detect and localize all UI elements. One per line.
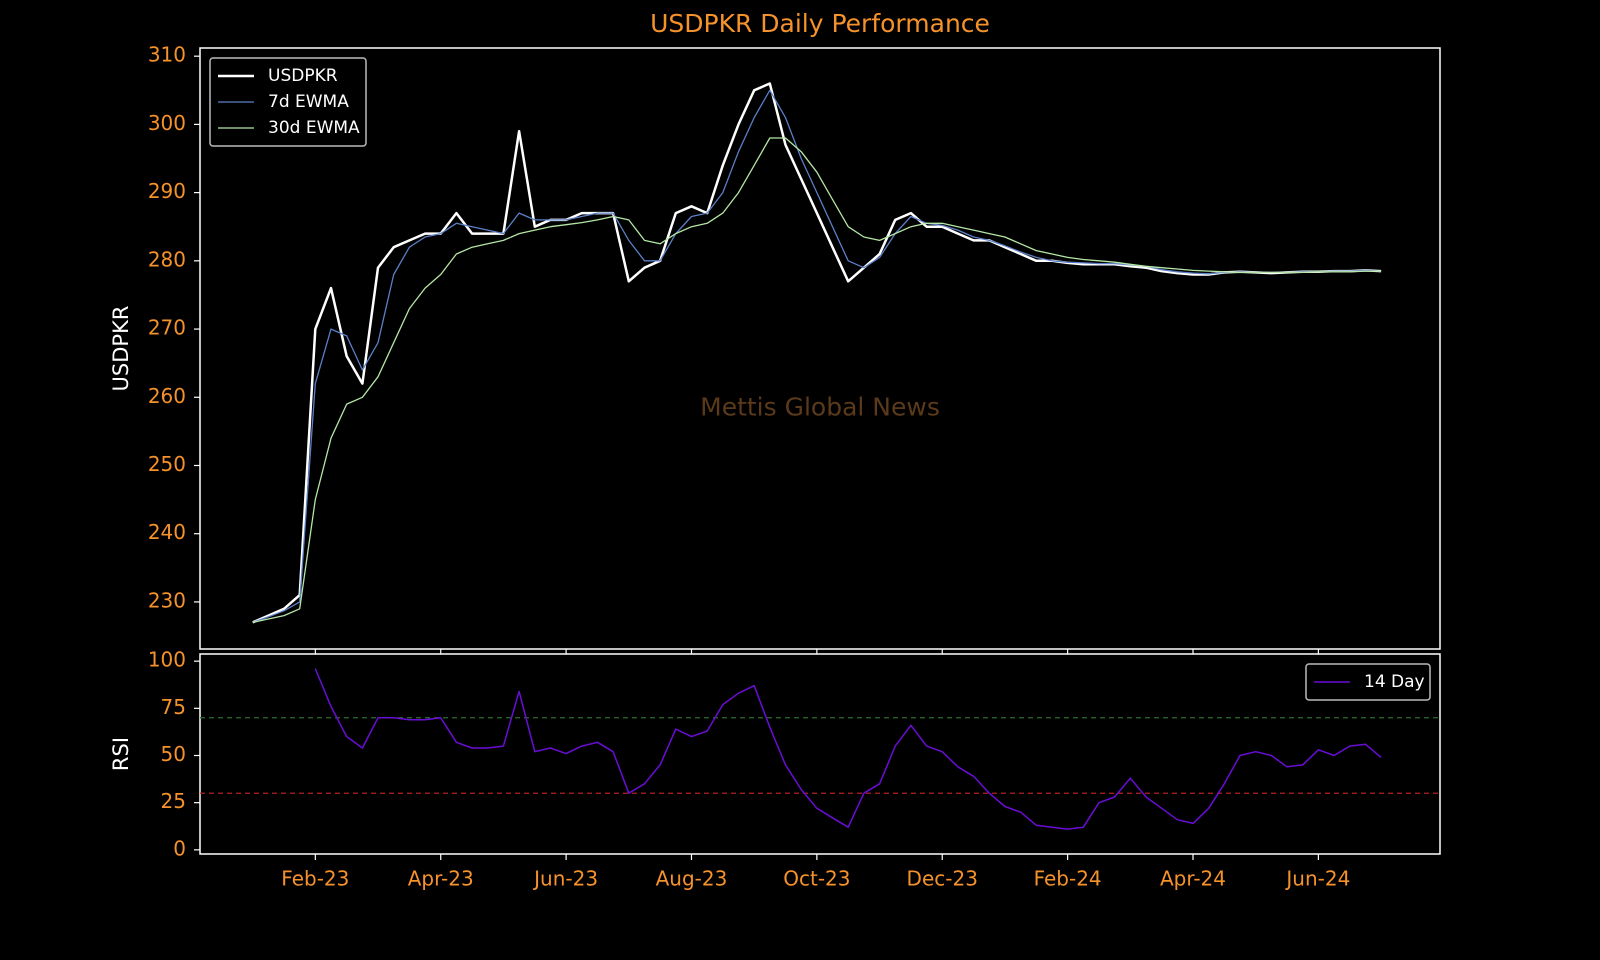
y-tick-label: 50 [161,742,186,766]
y-tick-label: 240 [148,520,186,544]
y-tick-label: 100 [148,648,186,672]
y-tick-label: 280 [148,247,186,271]
series-line [252,89,1382,624]
y-tick-label: 270 [148,316,186,340]
x-tick-label: Feb-23 [281,867,349,891]
chart-title: USDPKR Daily Performance [650,9,990,38]
y-axis-label: RSI [109,737,133,771]
y-tick-label: 290 [148,179,186,203]
x-tick-label: Aug-23 [656,867,728,891]
watermark: Mettis Global News [700,393,940,422]
legend-box [1305,663,1431,701]
x-tick-label: Dec-23 [907,867,978,891]
x-tick-label: Apr-24 [1160,867,1226,891]
legend-box [209,57,367,147]
legend-label: USDPKR [268,66,338,86]
x-tick-label: Feb-24 [1034,867,1102,891]
y-tick-label: 260 [148,384,186,408]
plot-area [199,653,1441,855]
x-tick-label: Jun-23 [532,867,598,891]
y-tick-label: 0 [173,836,186,860]
y-tick-label: 230 [148,588,186,612]
plot-area [199,47,1441,650]
y-tick-label: 25 [161,789,186,813]
x-tick-label: Apr-23 [408,867,474,891]
y-tick-label: 310 [148,43,186,67]
x-tick-label: Oct-23 [783,867,850,891]
x-tick-label: Jun-24 [1284,867,1350,891]
series-line [252,137,1382,624]
legend-label: 14 Day [1364,672,1425,692]
y-tick-label: 300 [148,111,186,135]
legend-label: 7d EWMA [268,92,349,112]
y-tick-label: 250 [148,452,186,476]
legend-label: 30d EWMA [268,118,360,138]
y-axis-label: USDPKR [109,306,133,392]
y-tick-label: 75 [161,695,186,719]
series-line [314,668,1382,830]
